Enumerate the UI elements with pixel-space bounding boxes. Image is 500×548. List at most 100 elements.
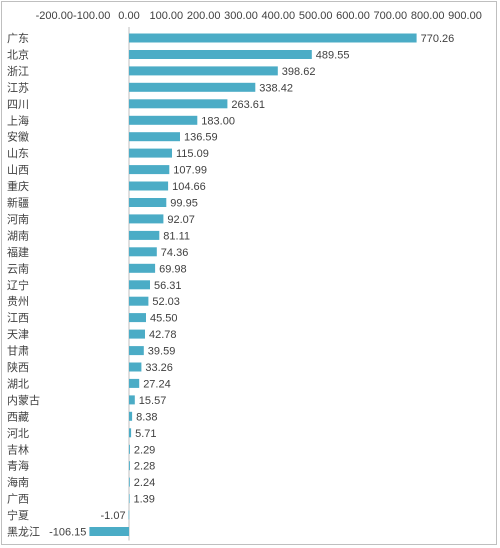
category-label: 山西 xyxy=(7,164,29,177)
value-label: 92.07 xyxy=(167,214,195,226)
value-label: 107.99 xyxy=(173,165,207,177)
category-label: 四川 xyxy=(7,99,29,111)
bar xyxy=(129,99,228,109)
value-label: 1.39 xyxy=(134,494,155,506)
category-label: 河北 xyxy=(7,427,29,440)
bar xyxy=(129,395,135,405)
bar xyxy=(129,148,172,158)
x-tick-label: 100.00 xyxy=(149,10,183,22)
x-tick-label: 200.00 xyxy=(187,10,221,22)
value-label: 263.61 xyxy=(231,99,265,111)
value-label: 52.03 xyxy=(152,296,180,308)
value-label: 8.38 xyxy=(136,411,157,423)
x-tick-label: 700.00 xyxy=(373,10,407,22)
bar xyxy=(129,247,157,257)
bar xyxy=(129,115,198,125)
bar xyxy=(129,444,130,454)
x-tick-label: 900.00 xyxy=(448,10,482,22)
category-label: 广东 xyxy=(7,32,29,45)
value-label: 2.24 xyxy=(134,477,155,489)
bar xyxy=(129,280,150,290)
x-tick-label: -200.00 xyxy=(36,10,73,22)
value-label: 2.29 xyxy=(134,444,155,456)
x-tick-label: -100.00 xyxy=(73,10,110,22)
category-label: 甘肃 xyxy=(7,345,29,358)
value-label: 81.11 xyxy=(163,230,190,242)
bar xyxy=(129,50,312,59)
bar xyxy=(89,527,129,536)
x-tick-label: 500.00 xyxy=(299,10,333,22)
value-label: 115.09 xyxy=(176,148,209,160)
category-label: 山东 xyxy=(7,147,29,160)
category-label: 青海 xyxy=(7,459,29,473)
bar xyxy=(129,346,144,356)
category-label: 海南 xyxy=(7,475,29,489)
category-label: 广西 xyxy=(7,493,29,506)
x-tick-label: 800.00 xyxy=(411,10,445,22)
category-label: 湖南 xyxy=(7,229,29,242)
category-label: 云南 xyxy=(7,262,29,275)
value-label: 136.59 xyxy=(184,132,218,144)
value-label: 69.98 xyxy=(159,263,187,275)
bar xyxy=(129,165,170,175)
bar xyxy=(129,181,169,191)
category-label: 河南 xyxy=(7,213,29,226)
category-label: 宁夏 xyxy=(7,508,29,522)
value-label: -106.15 xyxy=(49,527,86,539)
bar xyxy=(129,494,130,504)
category-label: 上海 xyxy=(7,113,29,127)
value-label: 104.66 xyxy=(172,181,206,193)
category-label: 江西 xyxy=(7,312,29,325)
x-tick-label: 400.00 xyxy=(261,10,295,22)
bar xyxy=(129,461,130,471)
category-label: 辽宁 xyxy=(7,278,29,292)
value-label: -1.07 xyxy=(101,510,126,522)
value-label: 99.95 xyxy=(170,198,198,210)
category-label: 江苏 xyxy=(7,81,29,94)
category-label: 北京 xyxy=(7,48,29,62)
bar xyxy=(129,362,142,372)
category-label: 吉林 xyxy=(7,442,29,456)
value-label: 45.50 xyxy=(150,313,178,325)
value-label: 27.24 xyxy=(143,378,171,390)
category-label: 重庆 xyxy=(7,179,29,193)
category-label: 新疆 xyxy=(7,196,29,210)
category-label: 贵州 xyxy=(7,295,29,308)
bar xyxy=(129,132,180,142)
value-label: 2.28 xyxy=(134,461,155,473)
value-label: 56.31 xyxy=(154,280,182,292)
category-label: 黑龙江 xyxy=(7,526,40,539)
bar xyxy=(129,313,146,323)
category-label: 安徽 xyxy=(7,130,29,144)
value-label: 489.55 xyxy=(316,50,350,62)
bar xyxy=(129,198,167,207)
category-label: 西藏 xyxy=(7,410,29,423)
bar xyxy=(129,329,145,339)
x-tick-label: 0.00 xyxy=(118,10,139,22)
category-label: 陕西 xyxy=(7,360,29,374)
bar xyxy=(129,66,278,76)
bar xyxy=(129,477,130,487)
value-label: 5.71 xyxy=(135,428,156,440)
value-label: 33.26 xyxy=(145,362,173,374)
category-label: 湖北 xyxy=(7,377,29,390)
value-label: 770.26 xyxy=(421,33,455,45)
bar xyxy=(128,510,130,520)
value-label: 183.00 xyxy=(201,115,235,127)
bar xyxy=(129,263,156,273)
category-label: 福建 xyxy=(7,245,29,259)
category-label: 天津 xyxy=(7,328,29,341)
category-label: 内蒙古 xyxy=(7,393,40,407)
bar xyxy=(129,33,417,43)
bar xyxy=(129,428,132,438)
value-label: 338.42 xyxy=(259,82,293,94)
x-tick-label: 300.00 xyxy=(224,10,258,22)
bar xyxy=(129,82,256,92)
value-label: 42.78 xyxy=(149,329,177,341)
bar xyxy=(129,411,133,421)
bar xyxy=(129,214,164,224)
bar xyxy=(129,230,160,240)
bar xyxy=(129,296,149,306)
value-label: 74.36 xyxy=(161,247,189,259)
